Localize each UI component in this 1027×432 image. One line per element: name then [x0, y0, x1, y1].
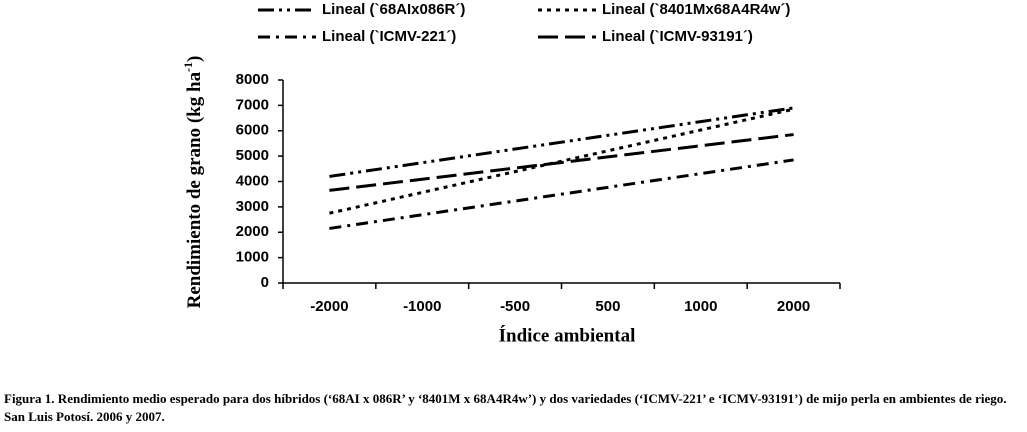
x-tick-label: -2000: [310, 298, 348, 315]
y-tick-label: 6000: [236, 122, 269, 139]
y-tick-label: 0: [261, 274, 269, 291]
x-tick-label: -500: [500, 298, 530, 315]
series-line: [329, 106, 794, 178]
y-tick-label: 1000: [236, 249, 269, 266]
x-tick-label: 2000: [777, 298, 810, 315]
y-axis-label-end: ): [184, 56, 205, 62]
chart: Índice ambiental Rendimiento de grano (k…: [181, 1, 841, 346]
y-tick-label: 5000: [236, 147, 269, 164]
x-tick-label: 500: [595, 298, 620, 315]
y-axis-label: Rendimiento de grano (kg ha-1): [181, 56, 206, 309]
y-tick-label: 7000: [236, 96, 269, 113]
legend-label: Lineal (`8401Mx68A4R4w´): [602, 1, 790, 18]
x-tick-label: -1000: [403, 298, 441, 315]
y-tick-label: 4000: [236, 172, 269, 189]
y-axis-label-main: Rendimiento de grano (kg ha: [184, 71, 205, 308]
x-tick-label: 1000: [684, 298, 717, 315]
series-line: [329, 133, 794, 192]
caption: Figura 1. Rendimiento medio esperado par…: [4, 391, 1007, 424]
legend-label: Lineal (`ICMV-221´): [322, 28, 456, 45]
legend-label: Lineal (`68AIx086R´): [322, 1, 465, 18]
y-tick-label: 2000: [236, 223, 269, 240]
legend-label: Lineal (`ICMV-93191´): [602, 28, 753, 45]
series-line: [329, 158, 794, 230]
x-axis-label: Índice ambiental: [499, 324, 636, 346]
y-tick-label: 3000: [236, 198, 269, 215]
y-axis-label-sup: -1: [181, 62, 195, 72]
y-tick-label: 8000: [236, 71, 269, 88]
